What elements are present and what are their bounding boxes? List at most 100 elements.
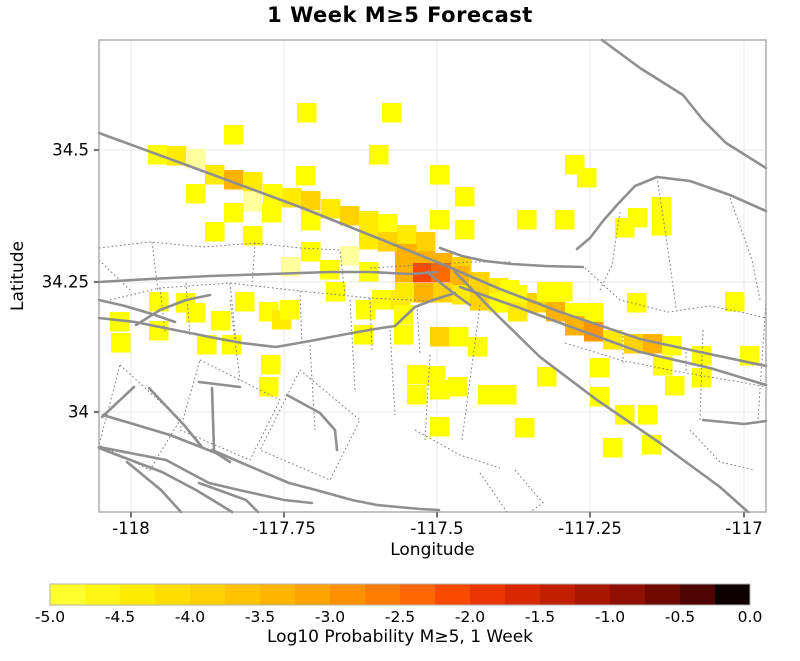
fault-trace-minor [309,344,316,431]
probability-cell [372,290,392,310]
probability-cell [590,358,610,378]
probability-cell [426,366,446,386]
colorbar-tick-label: -1.0 [595,608,625,626]
fault-trace-major [458,285,768,387]
x-axis-label: Longitude [390,540,475,560]
probability-cell [186,184,206,204]
probability-cell [222,335,242,355]
fault-trace-major [100,385,136,419]
probability-cell [449,327,469,347]
probability-cell [356,300,376,320]
probability-cell [416,232,436,252]
colorbar-tick-label: -4.5 [105,608,135,626]
colorbar-segment [470,584,506,605]
fault-trace-minor [98,241,301,249]
probability-cell [555,210,575,230]
probability-cell [301,242,321,262]
probability-cell [652,216,672,236]
probability-cell [448,377,468,397]
fault-trace-minor [729,197,761,301]
probability-cell [326,282,346,302]
colorbar-segment [120,584,156,605]
probability-cell [320,260,340,280]
fault-trace-major [97,270,439,284]
colorbar-segment [155,584,191,605]
fault-trace-major [125,460,183,514]
probability-cell [382,103,402,123]
probability-cell [627,293,647,313]
colorbar-segment [435,584,471,605]
fault-trace-minor [98,259,131,291]
probability-cell [149,292,169,312]
fault-trace-minor [229,299,241,381]
probability-cell [280,300,300,320]
colorbar-caption: Log10 Probability M≥5, 1 Week [267,627,533,647]
fault-trace-minor [424,354,431,441]
fault-trace-minor [414,429,501,469]
fault-trace-minor [584,267,767,319]
colorbar-segment [365,584,401,605]
colorbar-segment [295,584,331,605]
colorbar-segment [715,584,751,605]
probability-cell [638,405,658,425]
colorbar-segment [505,584,541,605]
probability-cell [537,367,557,387]
fault-trace-minor [599,211,621,291]
chart-title: 1 Week M≥5 Forecast [267,3,533,27]
fault-trace-minor [299,247,346,296]
fault-trace-minor [109,282,431,302]
probability-cell [537,282,557,302]
colorbar-segment [50,584,86,605]
x-tick-label: -117.25 [558,519,622,538]
probability-cell [197,335,217,355]
probability-cell [391,290,411,310]
fault-trace-minor [299,290,303,347]
y-tick-label: 34 [68,403,89,422]
probability-cell [603,438,623,458]
fault-trace-major [134,293,212,327]
colorbar-border [49,583,751,606]
colorbar-segment [225,584,261,605]
colorbar-segment [85,584,121,605]
probability-cell [478,385,498,405]
colorbar-segment [260,584,296,605]
colorbar-segment [575,584,611,605]
fault-trace-major [600,38,768,170]
fault-trace-minor [479,472,508,513]
probability-cell [430,165,450,185]
fault-trace-minor [151,241,159,292]
y-tick-label: 34.5 [52,141,89,160]
probability-cell [497,385,517,405]
probability-cell [407,385,427,405]
probability-cell [546,302,566,322]
probability-cell [397,225,417,245]
probability-cell [186,149,206,169]
probability-cell [468,337,488,357]
x-tick-label: -118 [112,519,149,538]
colorbar-tick-label: -2.0 [455,608,485,626]
probability-cell [430,327,450,347]
probability-cell [615,405,635,425]
fault-trace-minor [416,304,421,356]
fault-trace-minor [229,282,237,342]
probability-cell [394,305,414,325]
fault-trace-major [210,386,216,452]
probability-cell [235,292,255,312]
colorbar-segment [330,584,366,605]
probability-cell [297,103,317,123]
probability-cell [590,387,610,407]
colorbar-tick-label: 0.0 [738,608,763,626]
probability-cell [577,168,597,188]
colorbar-segment [400,584,436,605]
colorbar-tick-label: -1.5 [525,608,555,626]
probability-cell [359,211,379,231]
probability-cell [186,303,206,323]
colorbar-tick-label: -2.5 [385,608,415,626]
fault-trace-minor [185,282,191,336]
fault-trace-major [438,246,585,269]
colorbar-tick-label: -3.0 [315,608,345,626]
fault-trace-major [285,393,339,452]
probability-cell [665,376,685,396]
probability-cell [281,257,301,277]
